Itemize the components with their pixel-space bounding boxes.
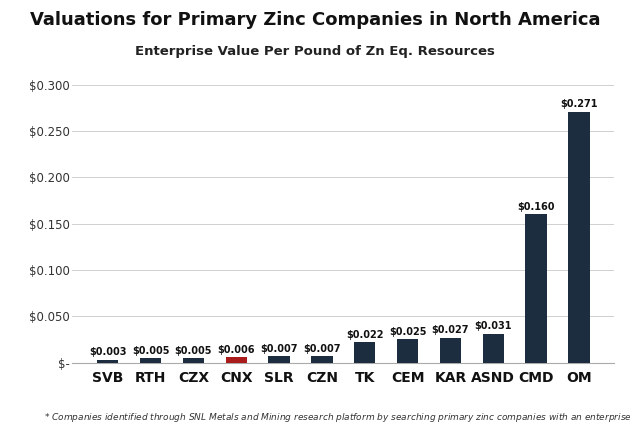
Bar [397,339,418,363]
Text: $0.022: $0.022 [346,330,384,340]
Text: $0.003: $0.003 [89,347,127,357]
Bar [97,360,118,363]
Text: $0.031: $0.031 [474,321,512,332]
Text: $0.007: $0.007 [303,344,341,353]
Text: $0.005: $0.005 [132,345,169,356]
Bar [568,112,590,363]
Text: * Companies identified through SNL Metals and Mining research platform by search: * Companies identified through SNL Metal… [44,411,630,424]
Text: $0.007: $0.007 [260,344,298,353]
Text: Enterprise Value Per Pound of Zn Eq. Resources: Enterprise Value Per Pound of Zn Eq. Res… [135,45,495,58]
Bar [183,358,204,363]
Bar [354,342,375,363]
Bar [525,214,547,363]
Text: $0.027: $0.027 [432,325,469,335]
Text: $0.006: $0.006 [217,344,255,355]
Bar [226,357,247,363]
Text: $0.025: $0.025 [389,327,427,337]
Bar [311,356,333,363]
Bar [268,356,290,363]
Text: $0.160: $0.160 [517,202,555,212]
Bar [140,358,161,363]
Bar [440,338,461,363]
Text: $0.005: $0.005 [175,345,212,356]
Text: $0.271: $0.271 [560,99,598,109]
Text: Valuations for Primary Zinc Companies in North America: Valuations for Primary Zinc Companies in… [30,11,600,29]
Bar [483,334,504,363]
